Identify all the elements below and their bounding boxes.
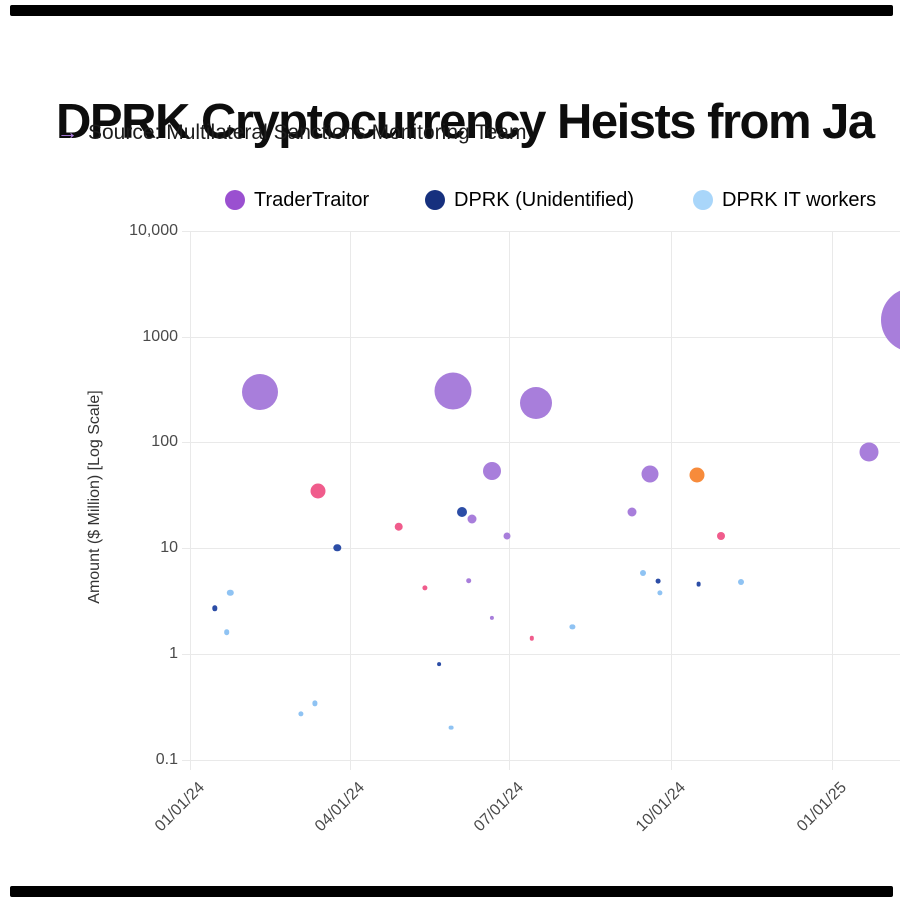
h-gridline (182, 653, 900, 655)
bubble[interactable] (311, 700, 318, 706)
bubble[interactable] (297, 711, 304, 717)
legend-item[interactable]: DPRK (Unidentified) (425, 186, 634, 214)
bubble[interactable] (569, 624, 575, 630)
bubble[interactable] (655, 578, 661, 584)
y-axis-title: Amount ($ Million) [Log Scale] (86, 390, 103, 604)
bubble[interactable] (227, 589, 234, 596)
bubble[interactable] (529, 636, 535, 641)
v-gridline (509, 231, 511, 770)
h-gridline (182, 548, 900, 550)
bubble[interactable] (737, 578, 744, 585)
bubble[interactable] (456, 506, 467, 517)
bubble[interactable] (211, 605, 218, 611)
bubble[interactable] (422, 585, 428, 591)
bubble[interactable] (641, 465, 659, 483)
x-tick-label: 10/01/24 (632, 779, 689, 836)
bubble[interactable] (859, 442, 879, 461)
source-text: Source: Multilateral Sanctions Monitorin… (88, 121, 527, 144)
y-tick-label: 1000 (142, 327, 178, 345)
bubble[interactable] (880, 287, 900, 352)
bubble[interactable] (627, 507, 637, 517)
y-tick-label: 10,000 (129, 222, 178, 239)
x-tick-label: 07/01/24 (471, 779, 528, 836)
bubble[interactable] (657, 589, 663, 596)
v-gridline (832, 231, 833, 770)
legend: TraderTraitor DPRK (Unidentified) DPRK IT … (0, 186, 900, 214)
bottom-rule (10, 886, 893, 897)
top-rule (10, 5, 893, 16)
y-tick-label: 1 (169, 644, 178, 662)
legend-swatch-icon (225, 190, 245, 210)
v-gridline (670, 231, 672, 770)
legend-label: TraderTraitor (254, 188, 370, 211)
bubble[interactable] (639, 570, 646, 577)
source-line: → Source: Multilateral Sanctions Monitori… (57, 121, 527, 145)
bubble[interactable] (394, 522, 404, 531)
bubble[interactable] (448, 725, 454, 731)
bubble[interactable] (467, 514, 477, 524)
legend-swatch-icon (693, 190, 713, 210)
h-gridline (182, 336, 900, 338)
bubble[interactable] (434, 372, 472, 410)
h-gridline (182, 759, 900, 761)
bubble[interactable] (242, 373, 279, 410)
bubble[interactable] (224, 629, 230, 636)
bubble[interactable] (689, 467, 705, 483)
v-gridline (190, 231, 191, 770)
arrow-right-icon: → (57, 121, 78, 144)
x-tick-label: 04/01/24 (311, 779, 368, 836)
y-tick-label: 10 (160, 539, 178, 557)
y-tick-label: 0.1 (155, 750, 178, 768)
bubble[interactable] (437, 662, 441, 666)
h-gridline (182, 231, 900, 232)
bubble[interactable] (503, 532, 511, 540)
bubble[interactable] (482, 461, 501, 480)
legend-item[interactable]: TraderTraitor (225, 186, 369, 214)
bubble[interactable] (466, 578, 472, 584)
x-tick-label: 01/01/24 (151, 779, 209, 836)
bubble[interactable] (696, 581, 702, 587)
legend-label: DPRK IT workers (722, 188, 877, 211)
v-gridline (349, 231, 351, 770)
bubble[interactable] (519, 387, 552, 420)
legend-swatch-icon (425, 190, 445, 210)
y-tick-label: 100 (151, 433, 178, 451)
legend-item[interactable]: DPRK IT workers (693, 186, 876, 214)
x-tick-label: 01/01/25 (793, 779, 851, 836)
bubble[interactable] (333, 544, 342, 552)
bubble[interactable] (310, 483, 326, 499)
page-title: DPRK Cryptocurrency Heists from Ja (56, 94, 875, 149)
h-gridline (182, 442, 900, 444)
legend-label: DPRK (Unidentified) (454, 188, 635, 211)
bubble[interactable] (717, 532, 726, 541)
bubble[interactable] (489, 615, 494, 620)
